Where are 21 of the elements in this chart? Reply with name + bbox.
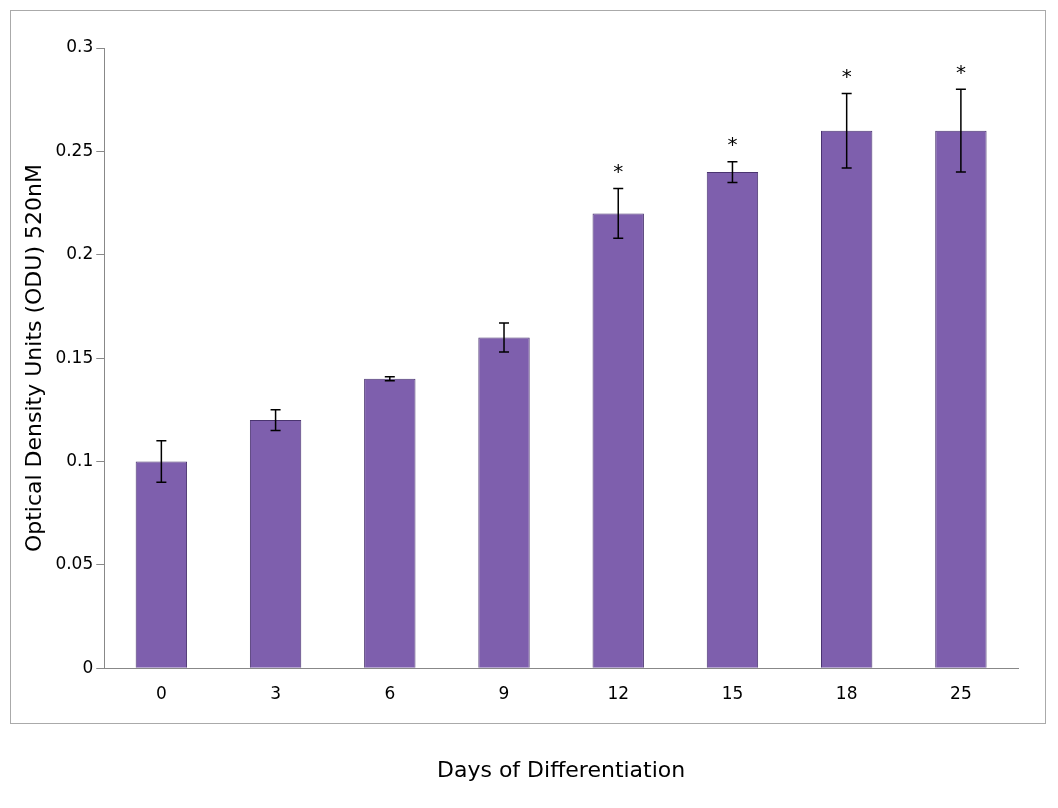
y-tick-label: 0.05 [55,553,94,574]
y-tick-label: 0 [82,656,94,677]
annotation: * [613,158,624,183]
x-axis-title: Days of Differentiation [437,756,686,782]
annotation: * [727,131,738,156]
x-tick-label: 6 [384,682,396,703]
y-tick-label: 0.15 [55,346,94,367]
x-tick-label: 0 [155,682,167,703]
annotation: * [841,63,852,88]
y-tick-label: 0.1 [66,449,94,470]
y-tick-label: 0.2 [66,243,94,264]
y-axis-title: Optical Density Units (ODU) 520nM [20,164,46,553]
x-tick-label: 15 [721,682,744,703]
x-tick-label: 9 [498,682,510,703]
y-tick-label: 0.3 [66,36,94,57]
x-tick-label: 25 [950,682,972,703]
y-tick-label: 0.25 [55,139,94,160]
x-tick-label: 12 [607,682,630,703]
annotation: * [955,59,966,84]
x-tick-label: 3 [270,682,281,703]
x-tick-label: 18 [835,682,858,703]
